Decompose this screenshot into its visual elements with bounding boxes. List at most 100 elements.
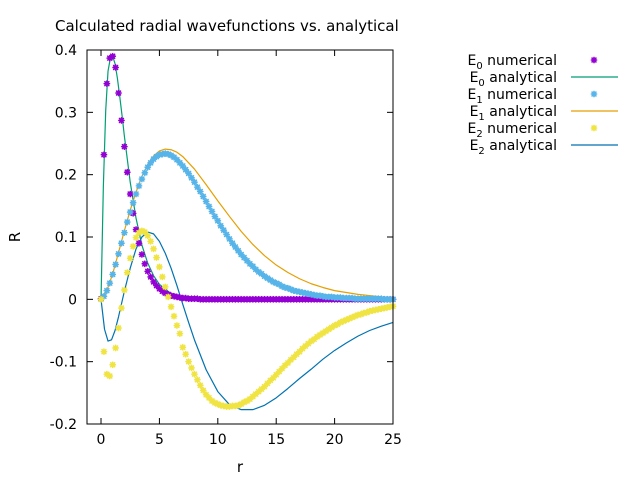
data-point [205, 203, 213, 210]
data-point [118, 304, 125, 312]
legend-entry: E2 numerical [468, 121, 598, 140]
y-tick-label: 0 [68, 292, 77, 308]
data-point [144, 232, 152, 240]
legend-label: E2 analytical [470, 138, 557, 157]
data-point [226, 235, 233, 243]
data-point [118, 117, 125, 124]
data-point [202, 198, 210, 205]
data-point [135, 239, 143, 247]
data-point [153, 254, 160, 261]
data-point [170, 153, 178, 161]
data-point [199, 386, 207, 394]
data-point [173, 322, 181, 329]
data-point [234, 247, 242, 255]
data-point [266, 376, 274, 384]
data-point [182, 166, 190, 174]
x-tick-label: 25 [384, 432, 402, 448]
data-point [138, 175, 146, 183]
data-point [118, 239, 125, 247]
legend-label: E2 numerical [468, 121, 558, 140]
data-point [112, 64, 120, 71]
data-point [179, 343, 187, 351]
data-point [170, 312, 178, 320]
data-point [196, 188, 204, 195]
data-point [176, 159, 184, 167]
series-points-e1-numerical [97, 150, 397, 303]
data-point [158, 273, 166, 281]
data-point [100, 348, 108, 356]
legend-entry: E1 numerical [468, 87, 598, 106]
y-tick-label: -0.1 [50, 355, 77, 371]
data-point [269, 374, 277, 382]
data-point [103, 80, 111, 88]
data-point [161, 283, 169, 291]
data-point [135, 182, 143, 190]
data-point [126, 208, 134, 216]
data-point [109, 52, 117, 60]
data-point [193, 376, 201, 384]
y-tick-label: 0.1 [55, 230, 77, 246]
data-point [144, 267, 152, 275]
data-point [109, 270, 117, 278]
data-point [193, 183, 201, 191]
legend-point-sample [590, 56, 598, 64]
series-line-e2-analytical [100, 231, 394, 411]
data-point [109, 361, 117, 369]
y-tick-label: 0.3 [55, 105, 77, 121]
data-point [144, 163, 152, 171]
data-point [188, 364, 195, 372]
data-point [185, 358, 193, 366]
data-point [123, 168, 131, 176]
axes: 0 5 10 15 20 25 -0.2 -0.1 0 0.1 0.2 0.3 0.4 [50, 43, 402, 448]
data-point [141, 260, 149, 268]
plot-frame [86, 49, 394, 425]
plot-series [97, 52, 397, 411]
data-point [220, 226, 228, 234]
data-point [188, 174, 195, 182]
data-point [147, 273, 155, 281]
data-point [199, 193, 207, 200]
data-point [97, 295, 105, 303]
data-point [120, 286, 128, 294]
data-point [185, 170, 193, 177]
legend-label: E0 numerical [468, 53, 558, 72]
data-point [281, 362, 289, 369]
data-point [147, 237, 155, 245]
data-point [106, 279, 114, 287]
legend-point-sample [590, 90, 598, 98]
data-point [217, 222, 225, 230]
data-point [120, 229, 128, 237]
data-point [115, 89, 122, 97]
data-point [103, 287, 111, 295]
data-point [120, 143, 128, 151]
data-point [132, 234, 140, 242]
data-point [112, 261, 120, 268]
data-point [182, 350, 190, 358]
data-point [141, 169, 149, 177]
legend-entry: E1 analytical [470, 104, 618, 123]
y-tick-label: 0.2 [55, 168, 77, 184]
data-point [129, 242, 137, 250]
data-point [115, 324, 122, 332]
data-point [138, 251, 146, 258]
data-point [176, 330, 184, 338]
data-point [167, 303, 175, 311]
data-point [106, 372, 114, 380]
data-point [112, 344, 120, 352]
data-point [156, 263, 163, 271]
data-point [264, 380, 271, 387]
data-point [126, 190, 134, 198]
data-point [150, 245, 157, 253]
x-tick-label: 20 [326, 432, 344, 448]
data-point [132, 190, 140, 198]
data-point [208, 208, 216, 215]
data-point [191, 370, 198, 378]
plot-border [86, 49, 394, 425]
x-tick-label: 5 [155, 432, 164, 448]
data-point [123, 218, 131, 226]
data-point [287, 356, 295, 364]
data-point [115, 250, 122, 258]
data-point [214, 217, 222, 225]
